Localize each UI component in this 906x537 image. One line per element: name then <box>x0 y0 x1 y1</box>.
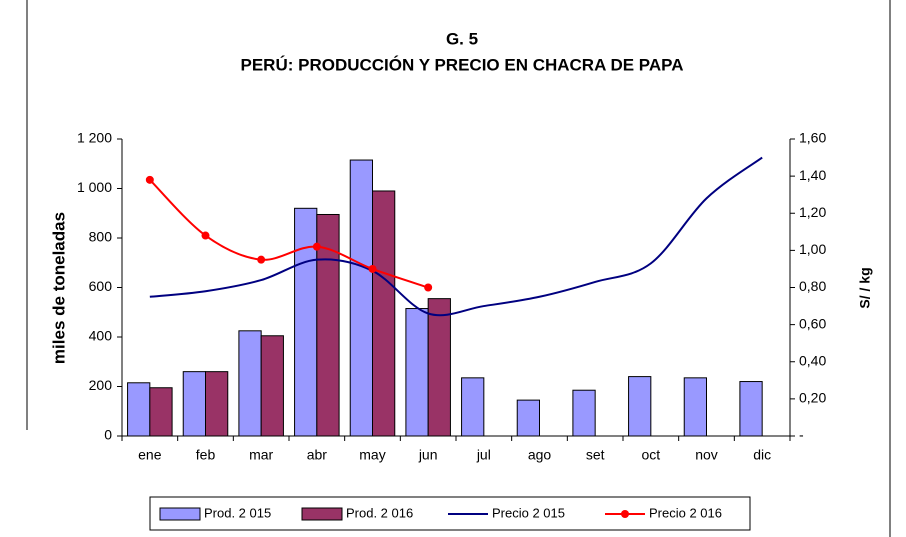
bar <box>405 308 429 437</box>
y2-tick-label: 0,40 <box>799 352 826 368</box>
y2-tick-label: 0,80 <box>799 278 826 294</box>
bar <box>516 399 541 437</box>
bar <box>572 389 596 437</box>
legend-swatch <box>159 507 201 521</box>
y-tick-label: 600 <box>89 278 113 294</box>
bar <box>238 330 262 437</box>
bar <box>628 376 652 437</box>
y2-tick-label: 1,20 <box>799 204 826 220</box>
bar <box>149 387 173 437</box>
bar <box>739 381 763 437</box>
y2-tick-label: 1,40 <box>799 167 826 183</box>
bar <box>683 377 708 437</box>
legend-label: Prod. 2 016 <box>346 505 413 520</box>
x-tick-label: ene <box>138 447 162 463</box>
bar <box>205 371 229 437</box>
marker <box>368 264 377 273</box>
x-tick-label: feb <box>196 447 216 463</box>
legend-marker <box>621 510 629 518</box>
x-tick-label: abr <box>307 447 328 463</box>
chart-subtitle: PERÚ: PRODUCCIÓN Y PRECIO EN CHACRA DE P… <box>241 55 684 74</box>
y-axis-label: miles de toneladas <box>49 212 68 364</box>
y-tick-label: 800 <box>89 229 113 245</box>
marker <box>201 231 210 240</box>
marker <box>312 242 321 251</box>
y-tick-label: 0 <box>104 427 112 443</box>
marker <box>424 283 433 292</box>
line <box>149 156 763 317</box>
marker <box>145 175 154 184</box>
x-tick-label: nov <box>695 447 718 463</box>
bar <box>294 207 318 437</box>
x-tick-label: ago <box>528 447 552 463</box>
x-tick-label: set <box>586 447 605 463</box>
bar <box>461 377 485 437</box>
marker <box>257 255 266 264</box>
y2-tick-label: 1,00 <box>799 241 826 257</box>
legend-label: Prod. 2 015 <box>204 505 271 520</box>
bar <box>372 190 396 437</box>
x-tick-label: jun <box>418 447 438 463</box>
bar <box>260 335 284 437</box>
y-tick-label: 200 <box>89 377 113 393</box>
y2-tick-label: 0,20 <box>799 390 826 406</box>
x-tick-label: dic <box>753 447 771 463</box>
y-tick-label: 1 200 <box>77 130 112 146</box>
x-tick-label: may <box>359 447 385 463</box>
y2-tick-label: 1,60 <box>799 130 826 146</box>
y-tick-label: 1 000 <box>77 179 112 195</box>
chart-title: G. 5 <box>446 29 478 48</box>
bar <box>127 382 151 437</box>
x-tick-label: mar <box>249 447 273 463</box>
y-tick-label: 400 <box>89 328 113 344</box>
legend-swatch <box>301 507 343 521</box>
legend-label: Precio 2 015 <box>492 505 565 520</box>
y2-tick-label: 0,60 <box>799 315 826 331</box>
bar <box>349 159 374 437</box>
x-tick-label: oct <box>641 447 660 463</box>
legend-label: Precio 2 016 <box>649 505 722 520</box>
y2-axis-label: S/ / kg <box>857 267 873 308</box>
bar <box>427 298 451 437</box>
x-tick-label: jul <box>476 447 491 463</box>
bar <box>182 371 207 437</box>
y2-tick-label: - <box>799 427 804 443</box>
